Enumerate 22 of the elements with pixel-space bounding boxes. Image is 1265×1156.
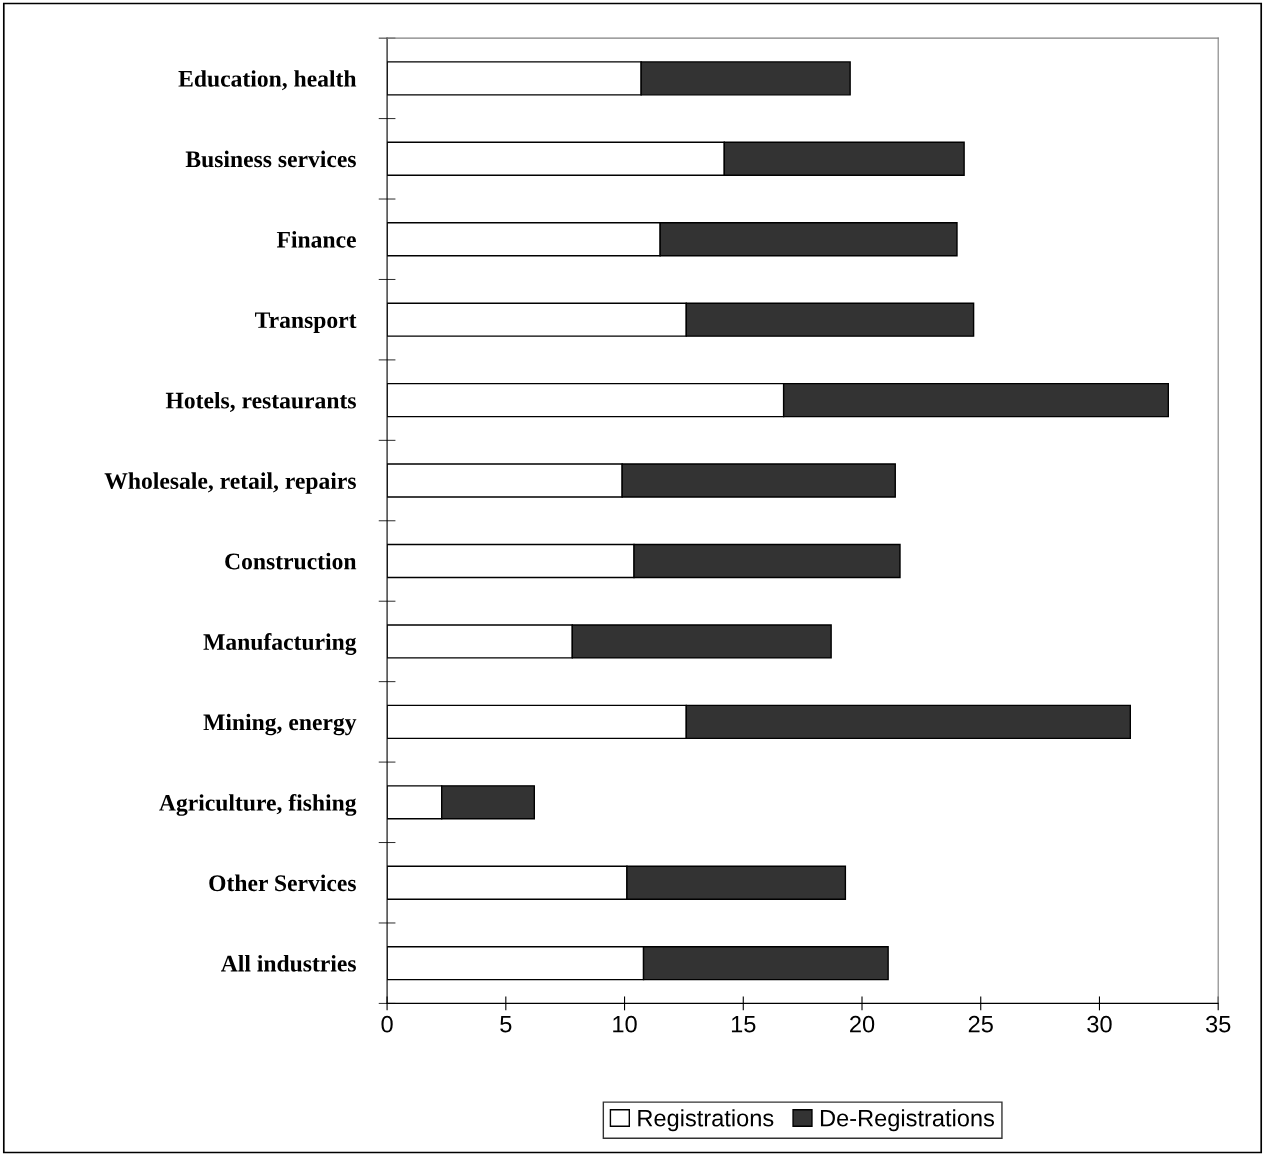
- x-tick-label: 30: [1087, 1015, 1112, 1033]
- x-tick-label: 35: [1205, 1015, 1231, 1033]
- y-tick-label: Construction: [225, 552, 357, 570]
- y-tick-label: Transport: [255, 312, 357, 333]
- y-tick-label: All industries: [220, 955, 356, 972]
- x-tick-label: 20: [850, 1015, 875, 1033]
- legend-label: De-Registrations: [820, 1109, 995, 1132]
- y-tick-label: Wholesale, retail, repairs: [104, 472, 356, 494]
- y-tick-label: Business services: [185, 150, 356, 168]
- y-tick-label: Manufacturing: [203, 633, 357, 655]
- y-tick-label: Finance: [276, 231, 356, 248]
- y-tick-label: Mining, energy: [203, 713, 357, 736]
- y-tick-label: Hotels, restaurants: [165, 391, 356, 412]
- y-tick-label: Other Services: [209, 874, 356, 892]
- x-tick-label: 25: [968, 1015, 993, 1033]
- x-tick-label: 0: [381, 1015, 393, 1033]
- x-tick-label: 10: [613, 1015, 637, 1033]
- y-tick-label: Education, health: [178, 70, 357, 91]
- x-tick-label: 15: [731, 1016, 756, 1033]
- y-tick-label: Agriculture, fishing: [159, 794, 357, 816]
- legend-label: Registrations: [638, 1109, 774, 1132]
- x-tick-label: 5: [500, 1016, 512, 1033]
